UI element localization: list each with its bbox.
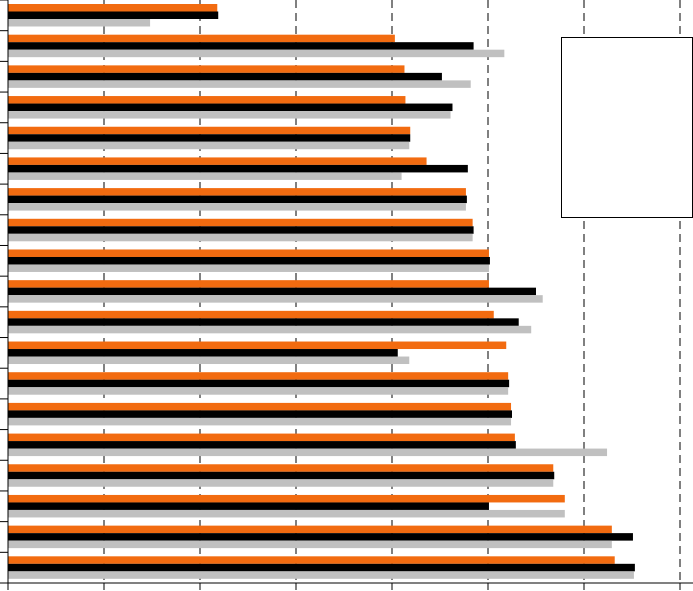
bar bbox=[8, 172, 402, 180]
bar bbox=[8, 34, 395, 43]
bar bbox=[8, 42, 474, 50]
bar bbox=[8, 448, 608, 457]
bar bbox=[8, 19, 151, 27]
legend-box bbox=[561, 37, 693, 218]
bar bbox=[8, 11, 219, 19]
bar bbox=[8, 80, 471, 88]
bar bbox=[8, 402, 512, 411]
bar bbox=[8, 556, 615, 564]
bar bbox=[8, 111, 451, 119]
bar bbox=[8, 372, 509, 380]
bar bbox=[8, 356, 410, 365]
bar bbox=[8, 509, 565, 518]
bar bbox=[8, 203, 466, 211]
bar bbox=[8, 4, 218, 12]
bar bbox=[8, 441, 516, 449]
bar bbox=[8, 563, 635, 572]
bar bbox=[8, 164, 468, 173]
bar bbox=[8, 479, 554, 487]
bar bbox=[8, 571, 634, 579]
bar bbox=[8, 325, 532, 334]
bar bbox=[8, 533, 633, 541]
bar bbox=[8, 417, 512, 426]
bar bbox=[8, 96, 406, 104]
bar bbox=[8, 72, 442, 81]
bar bbox=[8, 295, 543, 303]
bar bbox=[8, 157, 427, 165]
bar bbox=[8, 287, 536, 296]
bar bbox=[8, 502, 489, 510]
bar bbox=[8, 341, 507, 350]
bar bbox=[8, 280, 489, 288]
bar bbox=[8, 188, 466, 196]
bar bbox=[8, 141, 410, 150]
bar bbox=[8, 103, 453, 112]
bar bbox=[8, 126, 411, 135]
bar bbox=[8, 349, 398, 357]
bar bbox=[8, 540, 612, 549]
bar bbox=[8, 195, 467, 204]
bar bbox=[8, 249, 489, 257]
bars bbox=[8, 4, 635, 579]
bar bbox=[8, 525, 612, 534]
bar bbox=[8, 226, 474, 234]
bar bbox=[8, 218, 473, 227]
bar bbox=[8, 256, 490, 265]
bar bbox=[8, 65, 405, 73]
bar bbox=[8, 410, 512, 418]
bar bbox=[8, 387, 509, 395]
bar bbox=[8, 264, 489, 272]
bar bbox=[8, 318, 519, 326]
bar bbox=[8, 464, 554, 472]
bar bbox=[8, 471, 555, 480]
bar bbox=[8, 433, 515, 442]
bar bbox=[8, 134, 411, 142]
bar bbox=[8, 49, 505, 58]
bar bbox=[8, 310, 494, 319]
bar bbox=[8, 233, 473, 242]
bar bbox=[8, 379, 510, 388]
bar bbox=[8, 494, 565, 503]
